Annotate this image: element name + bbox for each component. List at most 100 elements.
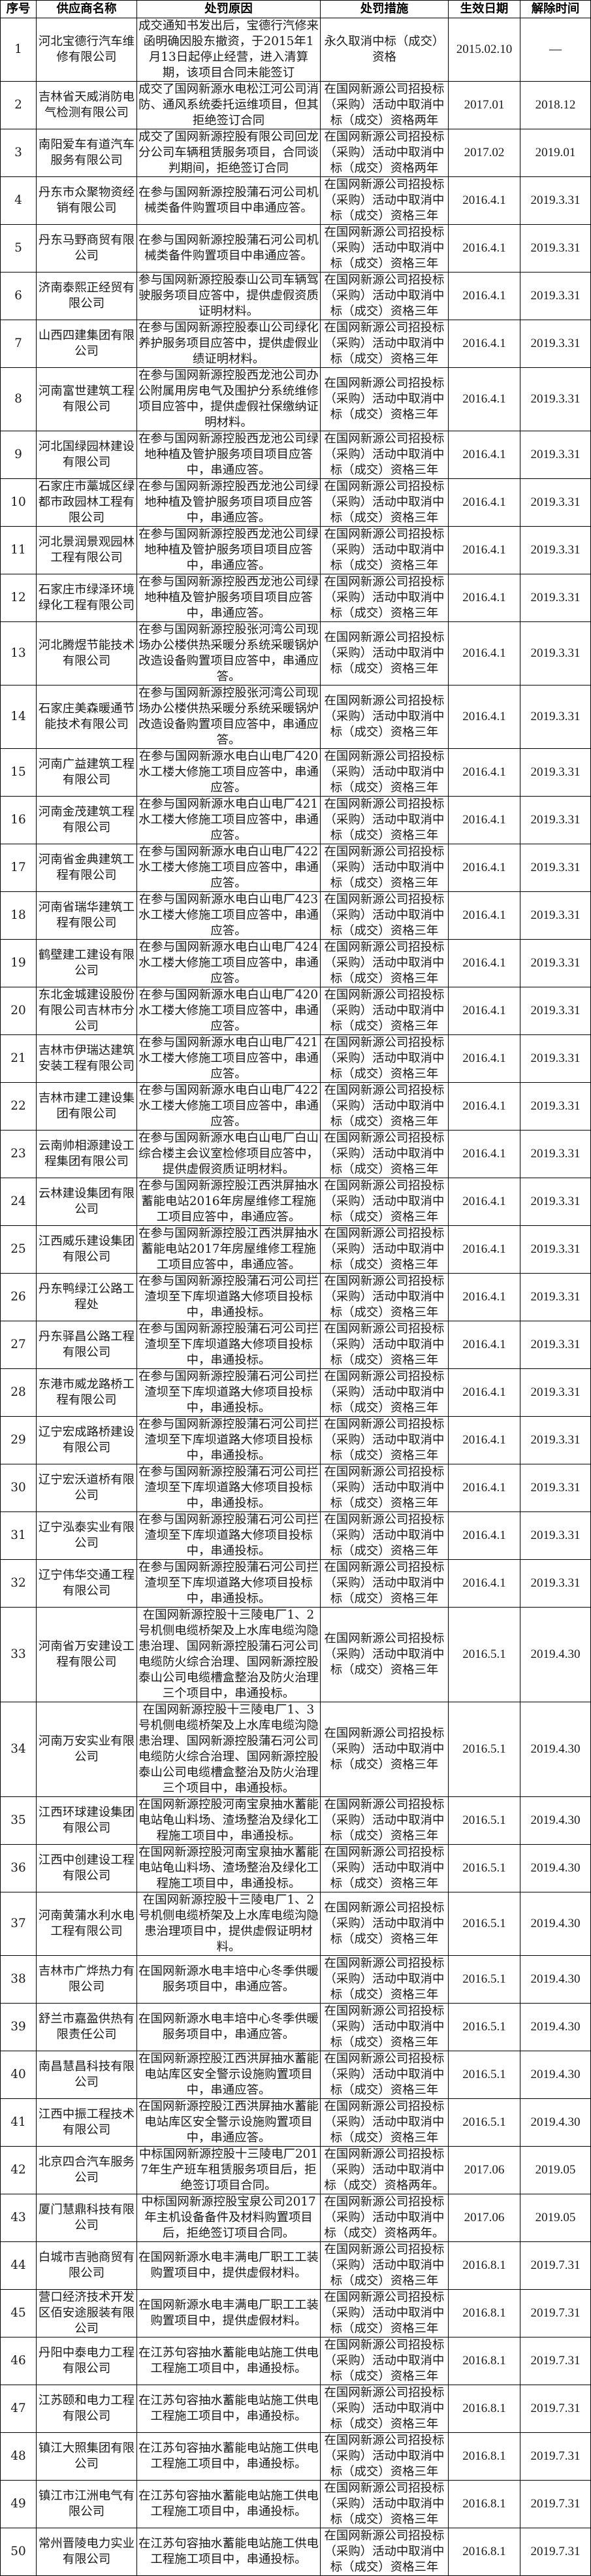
cell-measure: 在国网新源公司招投标（采购）活动中取消中标（成交）资格两年。 bbox=[320, 2194, 449, 2242]
cell-effective-date: 2016.4.1 bbox=[448, 176, 520, 225]
cell-supplier: 东北金城建设股份有限公司吉林市分公司 bbox=[36, 987, 137, 1035]
cell-no: 23 bbox=[0, 1130, 37, 1178]
cell-effective-date: 2016.4.1 bbox=[448, 1273, 520, 1321]
cell-supplier: 江西中振工程技术有限公司 bbox=[36, 2098, 137, 2147]
cell-release-date: 2019.3.31 bbox=[520, 526, 591, 574]
cell-supplier: 东港市威龙路桥工程有限公司 bbox=[36, 1368, 137, 1417]
header-reason: 处罚原因 bbox=[136, 0, 321, 18]
cell-release-date: 2019.3.31 bbox=[520, 574, 591, 622]
cell-release-date: 2019.7.31 bbox=[520, 2289, 591, 2337]
cell-supplier: 丹东驿昌公路工程有限公司 bbox=[36, 1321, 137, 1369]
cell-measure: 在国网新源公司招投标（采购）活动中取消中标（成交）资格三年 bbox=[320, 2528, 449, 2576]
cell-supplier: 南昌慧昌科技有限公司 bbox=[36, 2051, 137, 2099]
cell-release-date: 2019.3.31 bbox=[520, 431, 591, 479]
cell-no: 12 bbox=[0, 574, 37, 622]
cell-effective-date: 2016.4.1 bbox=[448, 367, 520, 431]
cell-measure: 在国网新源公司招投标（采购）活动中取消中标（成交）资格三年 bbox=[320, 1368, 449, 1417]
cell-effective-date: 2016.5.1 bbox=[448, 1955, 520, 2004]
cell-supplier: 鹤壁建工建设有限公司 bbox=[36, 939, 137, 987]
table-row: 50 常州晋陵电力实业有限公司 在江苏句容抽水蓄能电站施工供电工程施工项目中，串通投… bbox=[0, 2528, 591, 2576]
header-release-date: 解除时间 bbox=[520, 0, 591, 18]
cell-release-date: 2019.7.31 bbox=[520, 2337, 591, 2385]
cell-effective-date: 2016.5.1 bbox=[448, 1607, 520, 1702]
table-row: 43 厦门慧鼎科技有限公司 中标国网新源控股宝泉公司2017年主机设备备件及材料购置… bbox=[0, 2194, 591, 2242]
cell-supplier: 河南广益建筑工程有限公司 bbox=[36, 748, 137, 797]
cell-no: 46 bbox=[0, 2337, 37, 2385]
table-row: 20 东北金城建设股份有限公司吉林市分公司 在参与国网新源水电白山电厂420水工楼大… bbox=[0, 987, 591, 1035]
cell-release-date: 2019.3.31 bbox=[520, 621, 591, 685]
cell-reason: 在国网新源控股河南宝泉抽水蓄能电站龟山料场、渣场整治及绿化工程施工项目中，串通投… bbox=[136, 1844, 321, 1892]
table-row: 5 丹东马野商贸有限公司 在参与国网新源控股蒲石河公司机械类备件购置项目中串通应答。… bbox=[0, 224, 591, 272]
cell-effective-date: 2016.5.1 bbox=[448, 1892, 520, 1956]
cell-no: 48 bbox=[0, 2432, 37, 2481]
cell-effective-date: 2016.4.1 bbox=[448, 891, 520, 940]
cell-release-date: — bbox=[520, 18, 591, 82]
cell-supplier: 厦门慧鼎科技有限公司 bbox=[36, 2194, 137, 2242]
cell-no: 43 bbox=[0, 2194, 37, 2242]
cell-reason: 在参与国网新源控股西龙池公司绿地种植及管护服务项目项目应答中，串通应答。 bbox=[136, 526, 321, 574]
cell-measure: 在国网新源公司招投标（采购）活动中取消中标（成交）资格三年 bbox=[320, 1559, 449, 1608]
cell-reason: 在参与国网新源控股西龙池公司办公附属用房电气及围护分系统维修项目应答中，提供虚假… bbox=[136, 367, 321, 431]
cell-release-date: 2019.3.31 bbox=[520, 1082, 591, 1131]
cell-effective-date: 2016.5.1 bbox=[448, 1702, 520, 1797]
cell-reason: 在参与国网新源控股蒲石河公司拦渣坝至下库坝道路大修项目投标中，串通投标。 bbox=[136, 1273, 321, 1321]
cell-release-date: 2019.3.31 bbox=[520, 796, 591, 844]
table-row: 36 江西中创建设工程有限公司 在国网新源控股河南宝泉抽水蓄能电站龟山料场、渣场整治… bbox=[0, 1844, 591, 1892]
cell-supplier: 丹东市众聚物资经销有限公司 bbox=[36, 176, 137, 225]
table-row: 44 白城市吉驰商贸有限公司 在国网新源水电丰满电厂职工工装购置项目中，提供虚假材料… bbox=[0, 2241, 591, 2290]
table-row: 31 辽宁泓泰实业有限公司 在参与国网新源控股蒲石河公司拦渣坝至下库坝道路大修项目投… bbox=[0, 1511, 591, 1560]
cell-release-date: 2019.7.31 bbox=[520, 2432, 591, 2481]
cell-no: 31 bbox=[0, 1511, 37, 1560]
cell-release-date: 2019.3.31 bbox=[520, 272, 591, 320]
table-row: 24 云林建设集团有限公司 在参与国网新源控股江西洪屏抽水蓄能电站2016年房屋维修… bbox=[0, 1178, 591, 1226]
cell-effective-date: 2016.4.1 bbox=[448, 1321, 520, 1369]
table-row: 17 河南省金典建筑工程有限公司 在参与国网新源水电白山电厂422水工楼大修施工项目… bbox=[0, 844, 591, 892]
header-measure: 处罚措施 bbox=[320, 0, 449, 18]
cell-reason: 在参与国网新源水电白山电厂420水工楼大修施工项目应答中，串通应答。 bbox=[136, 987, 321, 1035]
table-row: 15 河南广益建筑工程有限公司 在参与国网新源水电白山电厂420水工楼大修施工项目应… bbox=[0, 748, 591, 797]
cell-reason: 在参与国网新源控股江西洪屏抽水蓄能电站2016年房屋维修工程施工项目应答中，串通… bbox=[136, 1178, 321, 1226]
cell-supplier: 河南黄蒲水利水电工程有限公司 bbox=[36, 1892, 137, 1956]
cell-reason: 成交了国网新源控股有限公司回龙分公司车辆租赁服务项目，合同谈判期间，拒绝签订合同 bbox=[136, 129, 321, 177]
cell-release-date: 2019.3.31 bbox=[520, 1034, 591, 1083]
cell-supplier: 吉林市广烨热力有限公司 bbox=[36, 1955, 137, 2004]
header-no: 序号 bbox=[0, 0, 37, 18]
cell-no: 27 bbox=[0, 1321, 37, 1369]
cell-release-date: 2019.3.31 bbox=[520, 685, 591, 749]
cell-effective-date: 2017.06 bbox=[448, 2146, 520, 2194]
table-row: 11 河北景润景观园林工程有限公司 在参与国网新源控股西龙池公司绿地种植及管护服务项… bbox=[0, 526, 591, 574]
table-row: 46 丹阳中泰电力工程有限公司 在江苏句容抽水蓄能电站施工供电工程施工项目中，串通投… bbox=[0, 2337, 591, 2385]
cell-no: 34 bbox=[0, 1702, 37, 1797]
cell-effective-date: 2016.4.1 bbox=[448, 621, 520, 685]
cell-release-date: 2019.3.31 bbox=[520, 1130, 591, 1178]
cell-no: 30 bbox=[0, 1464, 37, 1512]
cell-supplier: 济南泰熙正经贸有限公司 bbox=[36, 272, 137, 320]
cell-no: 13 bbox=[0, 621, 37, 685]
cell-release-date: 2019.3.31 bbox=[520, 1464, 591, 1512]
table-row: 41 江西中振工程技术有限公司 在国网新源控股江西洪屏抽水蓄能电站库区安全警示设施购… bbox=[0, 2098, 591, 2147]
cell-no: 20 bbox=[0, 987, 37, 1035]
cell-release-date: 2019.4.30 bbox=[520, 2098, 591, 2147]
table-row: 16 河南金茂建筑工程有限公司 在参与国网新源水电白山电厂421水工楼大修施工项目应… bbox=[0, 796, 591, 844]
cell-reason: 在参与国网新源控股蒲石河公司拦渣坝至下库坝道路大修项目投标中，串通投标。 bbox=[136, 1368, 321, 1417]
cell-reason: 在参与国网新源水电白山电厂422水工楼大修施工项目应答中，串通应答。 bbox=[136, 1082, 321, 1131]
cell-effective-date: 2016.4.1 bbox=[448, 224, 520, 272]
cell-reason: 在参与国网新源水电白山电厂422水工楼大修施工项目应答中，串通应答。 bbox=[136, 844, 321, 892]
table-row: 28 东港市威龙路桥工程有限公司 在参与国网新源控股蒲石河公司拦渣坝至下库坝道路大修… bbox=[0, 1368, 591, 1417]
cell-measure: 在国网新源公司招投标（采购）活动中取消中标（成交）资格三年 bbox=[320, 1955, 449, 2004]
cell-measure: 在国网新源公司招投标（采购）活动中取消中标（成交）资格三年 bbox=[320, 526, 449, 574]
cell-release-date: 2019.3.31 bbox=[520, 1273, 591, 1321]
cell-measure: 在国网新源公司招投标（采购）活动中取消中标（成交）资格三年 bbox=[320, 176, 449, 225]
cell-effective-date: 2016.4.1 bbox=[448, 1416, 520, 1464]
cell-measure: 在国网新源公司招投标（采购）活动中取消中标（成交）资格三年 bbox=[320, 1082, 449, 1131]
table-row: 47 江苏颐和电力工程有限公司 在江苏句容抽水蓄能电站施工供电工程施工项目中，串通投… bbox=[0, 2385, 591, 2433]
cell-measure: 在国网新源公司招投标（采购）活动中取消中标（成交）资格三年 bbox=[320, 1702, 449, 1797]
cell-supplier: 石家庄市藁城区绿都市政园林工程有限公司 bbox=[36, 478, 137, 527]
cell-no: 28 bbox=[0, 1368, 37, 1417]
table-row: 34 河南万安实业有限公司 在国网新源控股十三陵电厂1、3号机侧电缆桥架及上水库电缆… bbox=[0, 1702, 591, 1797]
cell-release-date: 2019.3.31 bbox=[520, 891, 591, 940]
cell-no: 22 bbox=[0, 1082, 37, 1131]
cell-no: 25 bbox=[0, 1225, 37, 1274]
cell-release-date: 2019.3.31 bbox=[520, 748, 591, 797]
cell-reason: 在江苏句容抽水蓄能电站施工供电工程施工项目中，串通投标。 bbox=[136, 2528, 321, 2576]
